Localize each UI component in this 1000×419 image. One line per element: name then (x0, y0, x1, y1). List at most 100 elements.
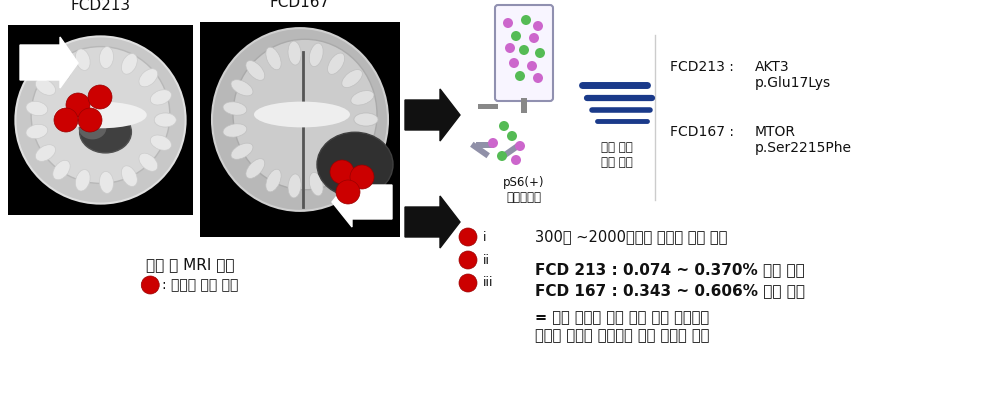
Ellipse shape (223, 124, 247, 137)
Ellipse shape (254, 101, 350, 127)
Circle shape (78, 108, 102, 132)
Text: = 발작 원인이 되는 수술 절제 부위에서: = 발작 원인이 되는 수술 절제 부위에서 (535, 310, 709, 326)
Ellipse shape (35, 79, 56, 95)
Ellipse shape (328, 165, 345, 186)
Circle shape (66, 93, 90, 117)
Text: FCD167 :: FCD167 : (670, 125, 734, 139)
Ellipse shape (342, 151, 362, 169)
Text: FCD 167 : 0.343 ~ 0.606% 변이 존재: FCD 167 : 0.343 ~ 0.606% 변이 존재 (535, 284, 805, 298)
Circle shape (533, 73, 543, 83)
Ellipse shape (231, 80, 253, 96)
Circle shape (519, 45, 529, 55)
Circle shape (533, 21, 543, 31)
Ellipse shape (246, 61, 265, 80)
Circle shape (521, 15, 531, 25)
Circle shape (527, 61, 537, 71)
Ellipse shape (53, 60, 70, 80)
Ellipse shape (139, 153, 158, 171)
Circle shape (507, 131, 517, 141)
Text: pS6(+)
유세포분리: pS6(+) 유세포분리 (503, 176, 545, 204)
Ellipse shape (317, 132, 393, 197)
Ellipse shape (139, 69, 158, 87)
Text: MTOR
p.Ser2215Phe: MTOR p.Ser2215Phe (755, 125, 852, 155)
Circle shape (330, 160, 354, 184)
Circle shape (488, 138, 498, 148)
Ellipse shape (246, 159, 265, 178)
Ellipse shape (99, 171, 114, 194)
Ellipse shape (351, 91, 374, 105)
Polygon shape (20, 37, 78, 88)
Text: AKT3
p.Glu17Lys: AKT3 p.Glu17Lys (755, 60, 831, 90)
Circle shape (511, 31, 521, 41)
Text: ii: ii (483, 253, 490, 266)
Text: 패널 분석
변이 검출: 패널 분석 변이 검출 (601, 141, 633, 169)
FancyBboxPatch shape (495, 5, 553, 101)
Circle shape (350, 165, 374, 189)
Ellipse shape (75, 49, 90, 70)
Ellipse shape (288, 174, 301, 198)
Text: 300만 ~2000만개의 유전자 리드 분석: 300만 ~2000만개의 유전자 리드 분석 (535, 230, 727, 245)
Ellipse shape (309, 43, 323, 67)
Ellipse shape (223, 102, 247, 115)
Ellipse shape (35, 145, 56, 161)
Text: FCD167: FCD167 (270, 0, 330, 10)
Ellipse shape (342, 70, 362, 88)
Ellipse shape (266, 47, 281, 70)
Ellipse shape (54, 102, 147, 128)
Circle shape (459, 228, 477, 246)
Ellipse shape (150, 90, 171, 105)
Circle shape (505, 43, 515, 53)
Ellipse shape (212, 28, 388, 211)
Ellipse shape (351, 134, 374, 148)
FancyArrow shape (405, 196, 460, 248)
Circle shape (141, 276, 159, 294)
Bar (478, 104, 498, 109)
Ellipse shape (31, 47, 170, 184)
Ellipse shape (231, 143, 253, 159)
Ellipse shape (121, 54, 137, 74)
Ellipse shape (80, 111, 131, 153)
Ellipse shape (309, 172, 323, 196)
Circle shape (503, 18, 513, 28)
Ellipse shape (26, 101, 48, 116)
Circle shape (511, 155, 521, 165)
Ellipse shape (79, 116, 106, 140)
Ellipse shape (154, 113, 176, 127)
Bar (521, 98, 527, 113)
Bar (200, 22, 400, 237)
Ellipse shape (354, 113, 378, 126)
Ellipse shape (154, 113, 176, 127)
Circle shape (336, 180, 360, 204)
Text: FCD213 :: FCD213 : (670, 60, 734, 74)
Ellipse shape (99, 47, 114, 69)
Text: 수술 후 MRI 사진: 수술 후 MRI 사진 (146, 257, 234, 272)
Ellipse shape (150, 135, 171, 150)
Circle shape (515, 141, 525, 151)
Polygon shape (332, 177, 392, 227)
Circle shape (459, 274, 477, 292)
Circle shape (459, 251, 477, 269)
Ellipse shape (53, 160, 70, 180)
Ellipse shape (266, 169, 281, 192)
Bar (8, 25, 193, 215)
Circle shape (529, 33, 539, 43)
Bar (476, 142, 494, 148)
Text: FCD213: FCD213 (70, 0, 131, 13)
Bar (470, 142, 490, 158)
Ellipse shape (354, 113, 378, 126)
Ellipse shape (233, 39, 377, 190)
Circle shape (535, 48, 545, 58)
Circle shape (497, 151, 507, 161)
Bar (502, 142, 522, 158)
Text: 발작의 원인이 국미량의 변이 때문임 증명: 발작의 원인이 국미량의 변이 때문임 증명 (535, 328, 709, 344)
Ellipse shape (328, 53, 345, 74)
FancyArrow shape (405, 89, 460, 141)
Circle shape (499, 121, 509, 131)
Text: iii: iii (483, 277, 494, 290)
Circle shape (515, 71, 525, 81)
Ellipse shape (26, 124, 48, 139)
Circle shape (509, 58, 519, 68)
Ellipse shape (15, 36, 186, 204)
Ellipse shape (288, 41, 301, 65)
Text: FCD 213 : 0.074 ~ 0.370% 변이 존재: FCD 213 : 0.074 ~ 0.370% 변이 존재 (535, 262, 805, 277)
